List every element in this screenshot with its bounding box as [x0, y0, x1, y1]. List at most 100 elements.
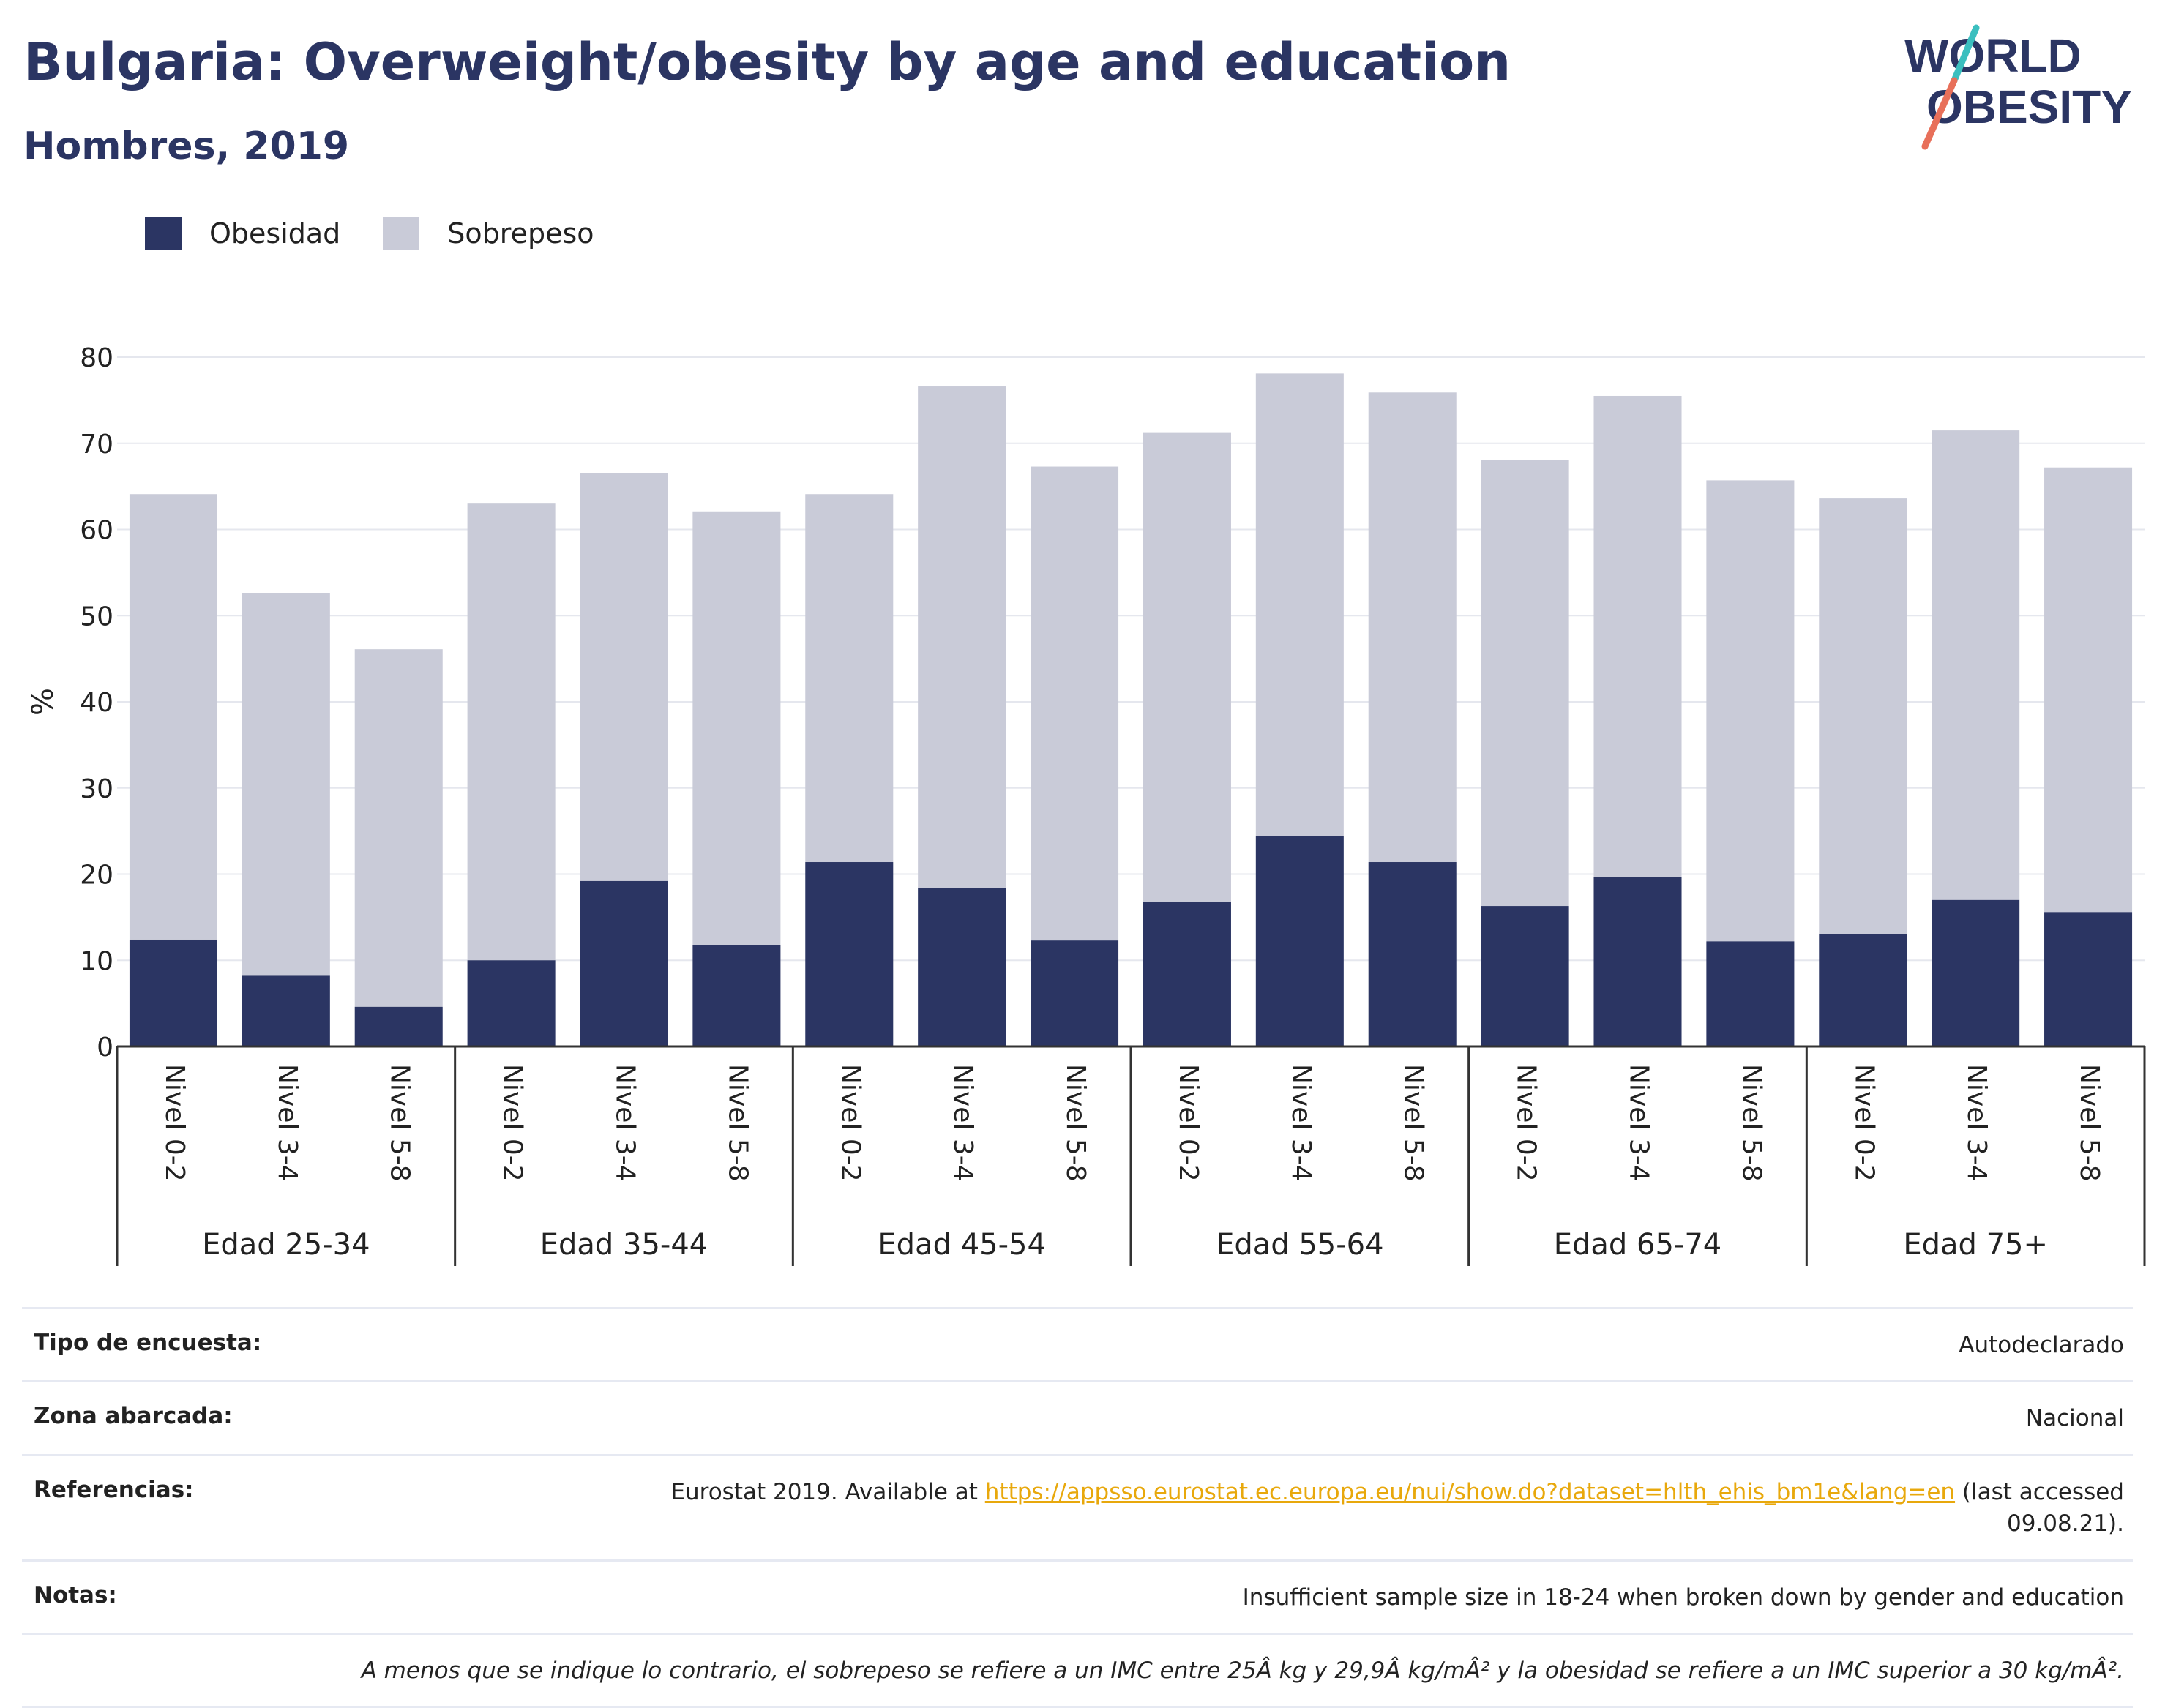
x-tick-label: Nivel 3-4: [272, 1064, 302, 1182]
references-link[interactable]: https://appsso.eurostat.ec.europa.eu/nui…: [984, 1478, 1956, 1505]
bar-overweight: [580, 473, 668, 881]
x-tick-label: Nivel 5-8: [1736, 1064, 1766, 1182]
world-obesity-logo: WORLD OBESITY: [1904, 24, 2132, 150]
area-value: Nacional: [546, 1380, 2133, 1456]
legend-swatch-overweight: [383, 217, 420, 250]
logo-line1: WORLD: [1904, 29, 2082, 82]
bar-overweight: [918, 386, 1006, 888]
x-tick-label: Nivel 3-4: [1962, 1064, 1992, 1182]
info-row-area: Zona abarcada: Nacional: [22, 1380, 2133, 1456]
bar-overweight: [2044, 467, 2133, 913]
area-label: Zona abarcada:: [22, 1380, 546, 1456]
bar-overweight: [1932, 430, 2020, 900]
footnote: A menos que se indique lo contrario, el …: [22, 1632, 2133, 1708]
bar-overweight: [1706, 480, 1795, 942]
bar-overweight: [129, 494, 217, 940]
bar-obesity: [918, 888, 1006, 1046]
references-label: Referencias:: [22, 1453, 546, 1561]
bar-overweight: [1143, 432, 1231, 902]
legend-item-overweight[interactable]: Sobrepeso: [383, 217, 594, 250]
x-tick-label: Nivel 0-2: [160, 1064, 190, 1182]
bar-overweight: [1819, 498, 1907, 934]
references-suffix: (last accessed 09.08.21).: [1955, 1478, 2124, 1537]
references-value: Eurostat 2019. Available at https://apps…: [546, 1453, 2133, 1561]
page-title: Bulgaria: Overweight/obesity by age and …: [23, 32, 1511, 92]
bar-obesity: [1143, 902, 1231, 1046]
stacked-bar-chart: 0 10 20 30 40 50 60 70 80% Nivel 0-2 Nivel 3-4 Nive…: [26, 343, 2146, 1266]
x-tick-label: Nivel 5-8: [722, 1064, 752, 1182]
bar-obesity: [1593, 877, 1682, 1046]
bar-overweight: [1368, 392, 1457, 863]
x-tick-label: Nivel 3-4: [1624, 1064, 1654, 1182]
bar-overweight: [1593, 395, 1682, 877]
bar-obesity: [2044, 912, 2133, 1046]
legend-label-overweight: Sobrepeso: [447, 217, 594, 250]
group-label: Edad 55-64: [1216, 1228, 1384, 1262]
y-tick-label: 50: [80, 602, 113, 632]
y-tick-label: 30: [80, 774, 113, 804]
references-prefix: Eurostat 2019. Available at: [670, 1478, 985, 1505]
y-tick-label: 10: [80, 946, 113, 976]
bar-obesity: [129, 939, 217, 1046]
legend-swatch-obesity: [145, 217, 182, 250]
group-label: Edad 75+: [1903, 1228, 2048, 1262]
bar-obesity: [1706, 941, 1795, 1046]
x-tick-label: Nivel 5-8: [1399, 1064, 1429, 1182]
x-tick-label: Nivel 5-8: [2074, 1064, 2104, 1182]
x-tick-label: Nivel 0-2: [1511, 1064, 1541, 1182]
bar-obesity: [1932, 899, 2020, 1046]
bar-overweight: [1031, 466, 1119, 941]
bar-overweight: [1481, 460, 1569, 907]
x-tick-label: Nivel 0-2: [1849, 1064, 1879, 1182]
survey-label: Tipo de encuesta:: [22, 1306, 546, 1382]
info-row-references: Referencias: Eurostat 2019. Available at…: [22, 1453, 2133, 1561]
bar-overweight: [354, 649, 443, 1007]
bar-obesity: [1255, 836, 1344, 1046]
legend-item-obesity[interactable]: Obesidad: [145, 217, 340, 250]
info-row-footnote: A menos que se indique lo contrario, el …: [22, 1632, 2133, 1708]
bar-overweight: [805, 494, 894, 863]
notes-label: Notas:: [22, 1559, 546, 1634]
y-tick-label: 80: [80, 343, 113, 373]
group-label: Edad 25-34: [202, 1228, 370, 1262]
bar-overweight: [467, 503, 556, 961]
y-axis-label: %: [26, 688, 60, 716]
info-row-notes: Notas: Insufficient sample size in 18-24…: [22, 1559, 2133, 1634]
group-label: Edad 65-74: [1554, 1228, 1722, 1262]
group-label: Edad 35-44: [540, 1228, 708, 1262]
page-subtitle: Hombres, 2019: [23, 124, 350, 168]
y-tick-label: 70: [80, 430, 113, 460]
bar-obesity: [354, 1006, 443, 1046]
legend-label-obesity: Obesidad: [209, 217, 341, 250]
x-tick-label: Nivel 5-8: [385, 1064, 415, 1182]
bar-overweight: [692, 511, 781, 945]
x-tick-label: Nivel 3-4: [948, 1064, 978, 1182]
x-tick-label: Nivel 5-8: [1061, 1064, 1091, 1182]
bar-obesity: [467, 960, 556, 1046]
info-table: Tipo de encuesta: Autodeclarado Zona aba…: [22, 1306, 2133, 1708]
logo-line2: OBESITY: [1926, 80, 2132, 133]
bar-obesity: [580, 880, 668, 1046]
y-tick-label: 0: [97, 1033, 113, 1063]
bar-obesity: [1481, 906, 1569, 1046]
y-tick-label: 20: [80, 861, 113, 891]
info-row-survey: Tipo de encuesta: Autodeclarado: [22, 1306, 2133, 1382]
y-tick-label: 60: [80, 516, 113, 546]
x-tick-label: Nivel 0-2: [498, 1064, 528, 1182]
notes-value: Insufficient sample size in 18-24 when b…: [546, 1559, 2133, 1634]
x-tick-label: Nivel 0-2: [835, 1064, 865, 1182]
bar-obesity: [805, 862, 894, 1046]
bar-obesity: [692, 945, 781, 1046]
bar-obesity: [1819, 934, 1907, 1046]
bar-overweight: [1255, 373, 1344, 836]
bar-obesity: [1368, 862, 1457, 1046]
x-tick-label: Nivel 0-2: [1173, 1064, 1203, 1182]
bar-obesity: [242, 975, 330, 1046]
x-tick-label: Nivel 3-4: [610, 1064, 640, 1182]
bar-overweight: [242, 593, 330, 976]
chart-legend: Obesidad Sobrepeso: [145, 217, 637, 250]
group-label: Edad 45-54: [878, 1228, 1046, 1262]
bar-obesity: [1031, 940, 1119, 1046]
survey-value: Autodeclarado: [546, 1306, 2133, 1382]
y-tick-label: 40: [80, 688, 113, 718]
